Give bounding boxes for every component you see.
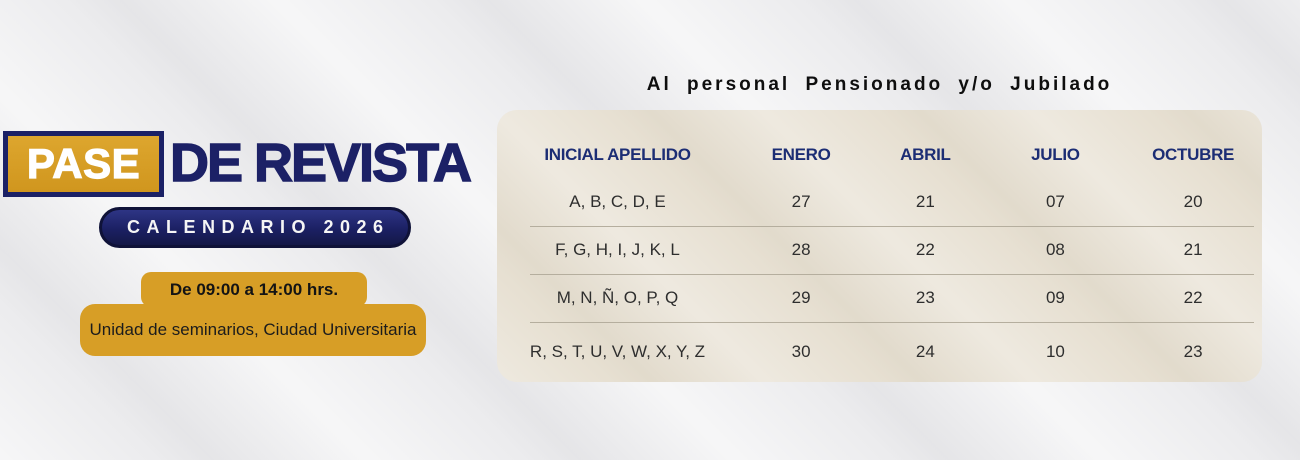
cell-octubre: 20 <box>1183 192 1203 211</box>
title-word-de-revista: DE REVISTA <box>169 132 472 193</box>
row-divider <box>530 322 1254 323</box>
table-row: A, B, C, D, E 27 21 07 20 <box>497 185 1262 219</box>
cell-initials: R, S, T, U, V, W, X, Y, Z <box>529 342 706 361</box>
schedule-table-panel: INICIAL APELLIDO ENERO ABRIL JULIO OCTUB… <box>497 110 1262 382</box>
column-header-julio: JULIO <box>1031 145 1080 164</box>
column-header-enero: ENERO <box>771 145 831 164</box>
cell-initials: A, B, C, D, E <box>569 192 666 211</box>
cell-abril: 22 <box>915 240 935 259</box>
cell-enero: 27 <box>791 192 811 211</box>
cell-initials: F, G, H, I, J, K, L <box>555 240 680 259</box>
column-header-octubre: OCTUBRE <box>1152 145 1235 164</box>
calendario-pill: CALENDARIO 2026 <box>99 207 411 248</box>
cell-abril: 23 <box>915 288 935 307</box>
table-header-row: INICIAL APELLIDO ENERO ABRIL JULIO OCTUB… <box>497 138 1262 172</box>
venue-box: Unidad de seminarios, Ciudad Universitar… <box>80 304 426 356</box>
column-header-inicial-apellido: INICIAL APELLIDO <box>544 145 691 164</box>
row-divider <box>530 274 1254 275</box>
cell-abril: 21 <box>915 192 935 211</box>
cell-julio: 10 <box>1045 342 1065 361</box>
title-word-pase: PASE <box>26 140 141 187</box>
table-row: F, G, H, I, J, K, L 28 22 08 21 <box>497 233 1262 267</box>
schedule-hours-box: De 09:00 a 14:00 hrs. <box>141 272 367 307</box>
cell-enero: 28 <box>791 240 811 259</box>
cell-abril: 24 <box>915 342 935 361</box>
table-row: R, S, T, U, V, W, X, Y, Z 30 24 10 23 <box>497 335 1262 369</box>
calendario-pill-label: CALENDARIO 2026 <box>126 217 390 237</box>
cell-octubre: 22 <box>1183 288 1203 307</box>
cell-julio: 08 <box>1045 240 1065 259</box>
row-divider <box>530 226 1254 227</box>
cell-julio: 07 <box>1045 192 1065 211</box>
cell-julio: 09 <box>1045 288 1065 307</box>
cell-octubre: 23 <box>1183 342 1203 361</box>
cell-initials: M, N, Ñ, O, P, Q <box>556 288 679 307</box>
cell-enero: 30 <box>791 342 811 361</box>
cell-enero: 29 <box>791 288 811 307</box>
pase-highlight-box: PASE <box>3 131 164 197</box>
table-row: M, N, Ñ, O, P, Q 29 23 09 22 <box>497 281 1262 315</box>
cell-octubre: 21 <box>1183 240 1203 259</box>
audience-heading: Al personal Pensionado y/o Jubilado <box>646 74 1113 95</box>
column-header-abril: ABRIL <box>900 145 951 164</box>
